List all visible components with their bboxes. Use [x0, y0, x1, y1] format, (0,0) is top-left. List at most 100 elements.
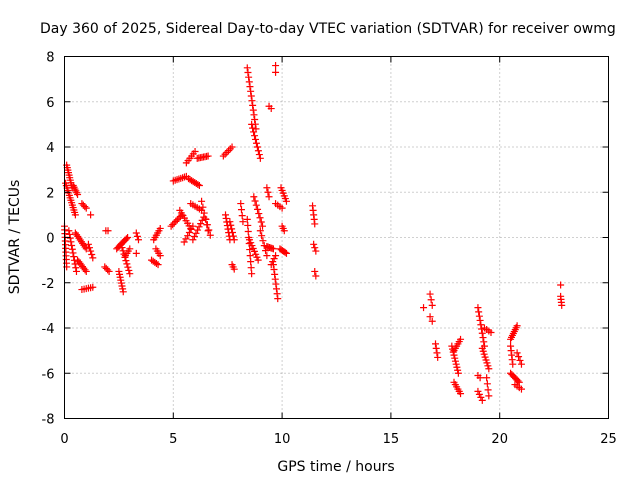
x-tick-label: 20 — [491, 432, 508, 447]
data-point — [198, 216, 206, 224]
data-point — [123, 260, 131, 268]
data-point — [453, 363, 461, 371]
grid — [64, 56, 609, 419]
data-point — [483, 374, 491, 382]
data-point — [485, 392, 493, 400]
data-point — [265, 193, 273, 201]
data-point — [281, 248, 289, 256]
data-point — [474, 387, 482, 395]
data-point — [71, 260, 79, 268]
data-point — [454, 369, 462, 377]
data-point — [310, 240, 318, 248]
x-axis-label: GPS time / hours — [277, 459, 394, 475]
data-point — [248, 97, 256, 105]
data-point — [167, 222, 175, 230]
data-point — [270, 255, 278, 263]
data-point — [255, 210, 263, 218]
data-point — [272, 280, 280, 288]
data-point — [124, 234, 132, 241]
data-point — [475, 390, 483, 398]
data-point — [70, 253, 78, 261]
data-point — [67, 238, 75, 246]
x-tick-label: 15 — [383, 432, 400, 447]
data-point — [246, 252, 254, 260]
data-point — [249, 124, 257, 132]
data-point — [254, 256, 262, 264]
data-point — [272, 62, 280, 70]
data-point — [517, 385, 525, 393]
data-point — [513, 349, 521, 357]
data-point — [250, 111, 258, 119]
data-point — [72, 267, 80, 275]
data-point — [251, 116, 259, 124]
data-point — [426, 290, 434, 298]
data-point — [252, 135, 260, 143]
data-point — [156, 252, 164, 260]
data-point — [272, 252, 280, 260]
data-point — [82, 245, 90, 253]
data-point — [255, 151, 263, 159]
y-tick-label: -6 — [42, 367, 55, 382]
data-point — [251, 197, 259, 205]
data-point — [195, 181, 203, 189]
data-point — [122, 235, 130, 243]
data-point — [82, 204, 90, 212]
data-point — [244, 221, 252, 229]
x-tick-label: 25 — [600, 432, 617, 447]
data-point — [205, 226, 213, 234]
data-point — [89, 283, 97, 291]
data-point — [311, 267, 319, 275]
data-point — [245, 78, 253, 86]
data-point — [87, 211, 95, 219]
data-point — [311, 244, 319, 252]
data-point — [475, 308, 483, 316]
data-point — [259, 237, 267, 245]
data-point — [104, 266, 112, 274]
data-point — [246, 246, 254, 254]
data-point — [254, 147, 262, 155]
data-point — [253, 143, 261, 151]
data-point — [432, 340, 440, 348]
data-point — [66, 234, 74, 242]
data-point — [227, 221, 235, 229]
data-point — [433, 349, 441, 357]
data-point — [66, 230, 74, 238]
data-point — [189, 236, 197, 244]
data-point — [258, 232, 266, 240]
data-point — [228, 143, 236, 151]
data-point — [250, 128, 258, 136]
y-tick-label: -2 — [42, 277, 55, 292]
data-point — [256, 227, 264, 235]
data-point — [280, 227, 288, 235]
data-point — [274, 295, 282, 303]
data-point — [483, 380, 491, 388]
x-tick-label: 0 — [60, 432, 68, 447]
data-point — [239, 218, 247, 226]
data-point — [81, 203, 89, 211]
data-point — [219, 152, 227, 160]
y-tick-label: 8 — [46, 51, 54, 66]
data-point — [124, 263, 132, 271]
data-point — [237, 206, 245, 214]
data-point — [238, 212, 246, 220]
data-point — [247, 87, 255, 95]
y-axis-label: SDTVAR / TECUs — [7, 180, 23, 295]
data-point — [428, 317, 436, 325]
data-point — [82, 267, 90, 275]
data-point — [476, 316, 484, 324]
data-point — [169, 221, 177, 229]
data-point — [249, 106, 257, 114]
data-point — [474, 304, 482, 312]
data-point — [257, 218, 265, 226]
data-point — [278, 204, 286, 212]
data-point — [105, 267, 113, 275]
data-point — [434, 353, 442, 361]
data-point — [72, 264, 80, 272]
data-point — [182, 235, 190, 243]
data-point — [264, 188, 272, 196]
data-point — [202, 215, 210, 223]
data-point — [173, 216, 181, 224]
data-point — [86, 244, 94, 252]
data-point — [451, 357, 459, 365]
data-point — [184, 232, 192, 240]
